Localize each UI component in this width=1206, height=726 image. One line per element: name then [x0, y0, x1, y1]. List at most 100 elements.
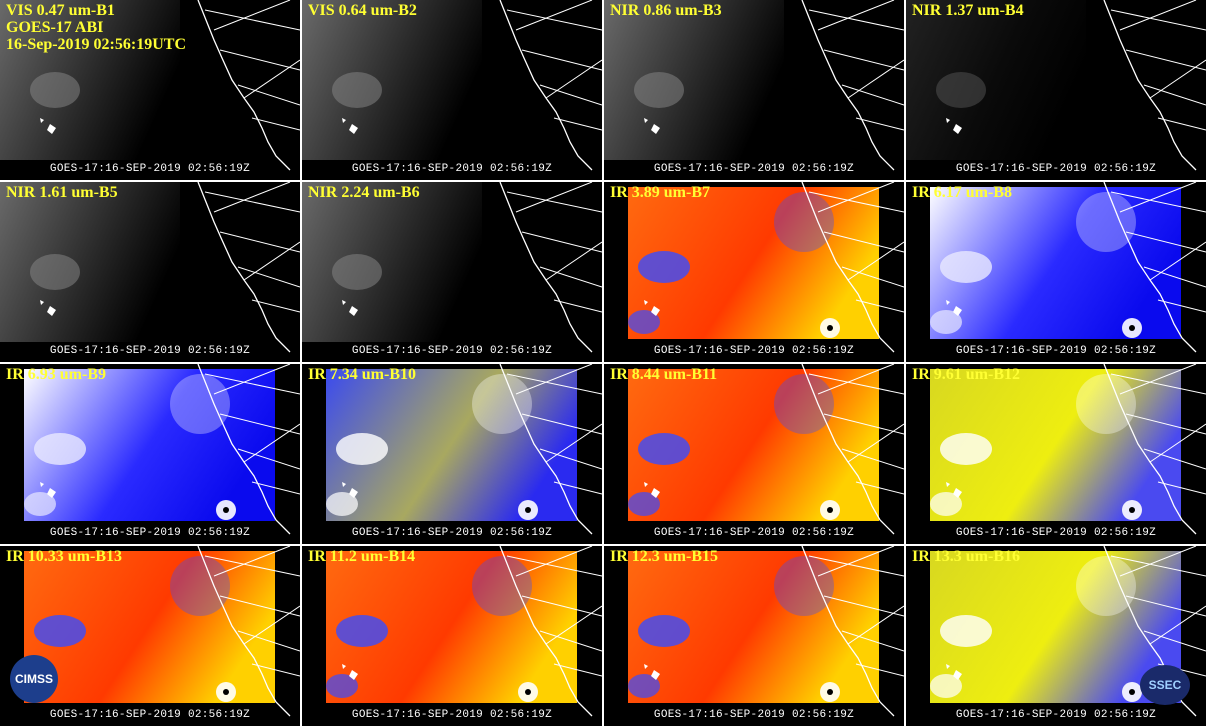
band-label: NIR 2.24 um-B6 — [308, 184, 420, 201]
timestamp: GOES-17:16-SEP-2019 02:56:19Z — [351, 527, 553, 539]
cloud — [638, 251, 690, 283]
border-line — [847, 423, 904, 463]
cloud — [30, 254, 80, 290]
header-line: 16-Sep-2019 02:56:19UTC — [6, 36, 186, 53]
border-line — [808, 9, 904, 31]
image-area — [906, 0, 1086, 160]
panel-label: NIR 2.24 um-B6 — [308, 184, 420, 201]
panel-label: VIS 0.64 um-B2 — [308, 2, 417, 19]
border-line — [251, 299, 300, 313]
cloud — [1076, 556, 1136, 616]
satellite-image — [930, 364, 1206, 535]
cloud — [634, 72, 684, 108]
timestamp: GOES-17:16-SEP-2019 02:56:19Z — [351, 163, 553, 175]
islands — [342, 300, 358, 316]
panel: VIS 0.64 um-B2 GOES-17:16-SEP-2019 02:56:… — [302, 0, 602, 180]
border-line — [823, 413, 904, 435]
border-line — [1149, 241, 1206, 281]
satellite-image — [326, 364, 602, 535]
cloud — [638, 433, 690, 465]
cloud — [326, 492, 358, 516]
border-line — [506, 373, 602, 395]
border-line — [553, 663, 602, 677]
cloud — [940, 615, 992, 647]
border-line — [1157, 299, 1206, 313]
border-line — [553, 481, 602, 495]
cloud — [472, 374, 532, 434]
hurricane-eye — [525, 689, 531, 695]
islands — [946, 300, 962, 316]
hurricane-eye — [525, 507, 531, 513]
panel: IR 6.17 um-B8 GOES-17:16-SEP-2019 02:56:1… — [906, 182, 1206, 362]
islands — [946, 664, 962, 680]
islands — [644, 482, 660, 498]
border-line — [506, 9, 602, 31]
border-line — [1125, 231, 1206, 253]
panel-label: IR 6.93 um-B9 — [6, 366, 106, 383]
cloud — [472, 556, 532, 616]
panel-label: NIR 0.86 um-B3 — [610, 2, 722, 19]
timestamp: GOES-17:16-SEP-2019 02:56:19Z — [49, 527, 251, 539]
hurricane-eye — [1129, 689, 1135, 695]
border-line — [515, 0, 593, 31]
image-area — [0, 182, 180, 342]
panel: VIS 0.47 um-B1 GOES-17 ABI 16-Sep-2019 02:… — [0, 0, 300, 180]
border-line — [847, 59, 904, 99]
islands — [644, 118, 660, 134]
timestamp: GOES-17:16-SEP-2019 02:56:19Z — [351, 709, 553, 721]
border-line — [817, 546, 895, 577]
border-line — [855, 663, 904, 677]
band-label: IR 11.2 um-B14 — [308, 548, 416, 565]
border-line — [545, 241, 602, 281]
islands — [946, 118, 962, 134]
panel: IR 3.89 um-B7 GOES-17:16-SEP-2019 02:56:1… — [604, 182, 904, 362]
cloud — [34, 615, 86, 647]
border-line — [1143, 266, 1206, 288]
border-line — [1119, 546, 1197, 577]
satellite-image — [906, 0, 1206, 171]
border-line — [808, 555, 904, 577]
cloud — [930, 310, 962, 334]
border-line — [243, 605, 300, 645]
hurricane-eye — [827, 325, 833, 331]
timestamp: GOES-17:16-SEP-2019 02:56:19Z — [653, 709, 855, 721]
satellite-image — [628, 364, 904, 535]
islands — [342, 664, 358, 680]
border-line — [1157, 481, 1206, 495]
border-line — [1110, 9, 1206, 31]
border-line — [1143, 448, 1206, 470]
image-area — [604, 0, 784, 160]
border-line — [515, 546, 593, 577]
border-line — [219, 595, 300, 617]
cloud — [30, 72, 80, 108]
panel-label: IR 12.3 um-B15 — [610, 548, 718, 565]
border-line — [237, 448, 300, 470]
band-label: NIR 0.86 um-B3 — [610, 2, 722, 19]
panel-label: IR 3.89 um-B7 — [610, 184, 710, 201]
border-line — [545, 605, 602, 645]
band-label: IR 8.44 um-B11 — [610, 366, 718, 383]
cloud — [638, 615, 690, 647]
satellite-image — [628, 182, 904, 353]
border-line — [1125, 49, 1206, 71]
cloud — [24, 492, 56, 516]
timestamp: GOES-17:16-SEP-2019 02:56:19Z — [653, 163, 855, 175]
border-line — [817, 0, 895, 31]
border-line — [817, 364, 895, 395]
border-line — [855, 299, 904, 313]
border-line — [237, 266, 300, 288]
band-label: VIS 0.47 um-B1 — [6, 2, 115, 19]
satellite-image — [930, 546, 1206, 717]
panel-label: IR 11.2 um-B14 — [308, 548, 415, 565]
timestamp: GOES-17:16-SEP-2019 02:56:19Z — [955, 527, 1157, 539]
cloud — [336, 433, 388, 465]
image-area — [302, 182, 482, 342]
header-line: GOES-17 ABI — [6, 19, 104, 36]
border-line — [841, 630, 904, 652]
border-line — [521, 413, 602, 435]
border-line — [855, 481, 904, 495]
border-line — [515, 182, 593, 213]
border-line — [219, 413, 300, 435]
cloud — [774, 556, 834, 616]
